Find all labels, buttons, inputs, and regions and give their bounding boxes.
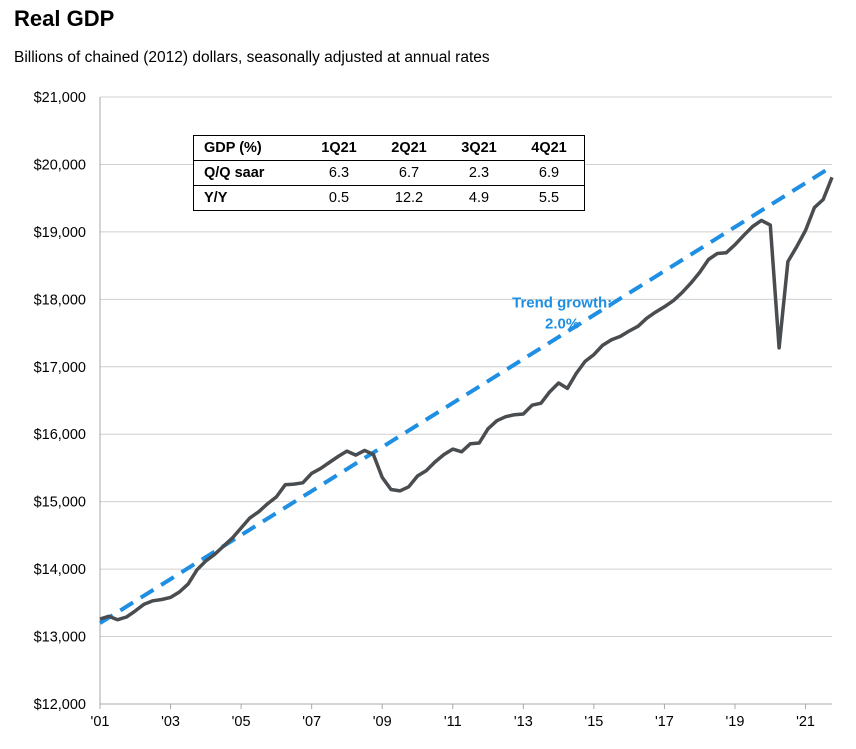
x-tick-label: '05: [232, 714, 251, 730]
x-tick-label: '01: [91, 714, 110, 730]
x-tick-label: '21: [796, 714, 815, 730]
x-tick-label: '19: [726, 714, 745, 730]
table-cell: 6.3: [304, 160, 374, 186]
x-tick-label: '03: [161, 714, 180, 730]
x-tick-label: '17: [655, 714, 674, 730]
table-row-label: Q/Q saar: [193, 160, 304, 186]
y-tick-label: $15,000: [34, 495, 86, 511]
y-tick-label: $17,000: [34, 360, 86, 376]
real-gdp-line: [99, 176, 834, 622]
series-group: [98, 164, 834, 625]
table-header-row: GDP (%) 1Q21 2Q21 3Q21 4Q21: [193, 135, 585, 161]
table-cell: 12.2: [394, 190, 424, 206]
table-cell: 6.7: [374, 160, 444, 186]
table-cell: 0.5: [328, 190, 350, 206]
chart-title: Real GDP: [14, 6, 115, 31]
table-header-cell: 2Q21: [374, 135, 444, 161]
x-tick-label: '15: [584, 714, 603, 730]
y-tick-label: $12,000: [34, 697, 86, 713]
table-cell: 6.9: [514, 160, 585, 186]
table-header-cell: 3Q21: [444, 135, 514, 161]
y-tick-label: $14,000: [34, 562, 86, 578]
table-row: Y/Y 0.5 12.2 4.9 5.5: [194, 186, 585, 211]
gdp-growth-table: GDP (%) 1Q21 2Q21 3Q21 4Q21 Q/Q saar 6.3…: [193, 135, 585, 211]
chart-subtitle: Billions of chained (2012) dollars, seas…: [14, 49, 490, 66]
trend-growth-line: [98, 164, 834, 625]
table-header-cell: 1Q21: [304, 135, 374, 161]
y-tick-label: $21,000: [34, 90, 86, 106]
table-row-label: Y/Y: [204, 190, 228, 206]
trend-annotation-line1: Trend growth:: [512, 294, 612, 311]
y-tick-label: $16,000: [34, 427, 86, 443]
table-cell: 2.3: [444, 160, 514, 186]
y-axis-labels: $12,000 $13,000 $14,000 $15,000 $16,000 $17,0…: [34, 90, 86, 713]
trend-annotation-line2: 2.0%: [545, 315, 579, 332]
x-tick-label: '07: [302, 714, 321, 730]
y-tick-label: $19,000: [34, 225, 86, 241]
x-tick-label: '09: [373, 714, 392, 730]
trend-annotation: Trend growth: 2.0%: [512, 294, 612, 332]
x-axis-labels: '01 '03 '05 '07 '09 '11 '13 '15 '17 '19 '21: [91, 704, 815, 730]
table-cell: 4.9: [468, 190, 490, 206]
table-header-cell: GDP (%): [193, 135, 304, 161]
x-tick-label: '13: [514, 714, 533, 730]
y-tick-label: $13,000: [34, 630, 86, 646]
y-tick-label: $18,000: [34, 292, 86, 308]
table-cell: 5.5: [538, 190, 560, 206]
y-tick-label: $20,000: [34, 157, 86, 173]
table-header-cell: 4Q21: [514, 135, 585, 161]
x-tick-label: '11: [444, 714, 462, 730]
table-row: Q/Q saar 6.3 6.7 2.3 6.9: [193, 160, 585, 186]
